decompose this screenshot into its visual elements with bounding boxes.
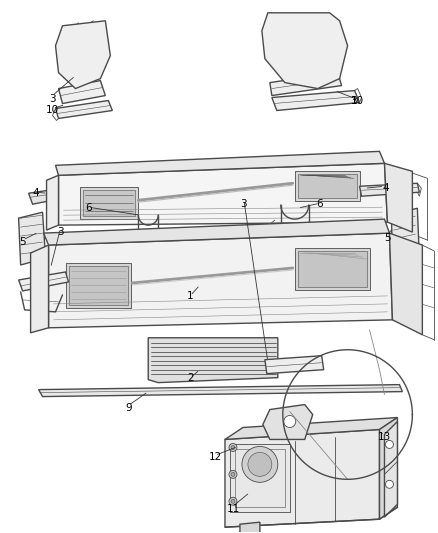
Text: 3: 3 <box>240 199 247 209</box>
Text: 3: 3 <box>49 93 56 103</box>
Polygon shape <box>379 417 397 519</box>
Polygon shape <box>270 72 342 95</box>
Polygon shape <box>43 219 389 245</box>
Polygon shape <box>46 175 59 230</box>
Polygon shape <box>392 208 419 265</box>
Circle shape <box>321 19 328 27</box>
Polygon shape <box>56 151 385 175</box>
Bar <box>295 171 360 201</box>
Bar <box>81 187 138 219</box>
Text: 10: 10 <box>351 95 364 106</box>
Text: 2: 2 <box>187 373 194 383</box>
Bar <box>230 445 290 512</box>
Text: 6: 6 <box>85 203 92 213</box>
Circle shape <box>281 25 289 33</box>
Circle shape <box>231 472 235 477</box>
Polygon shape <box>56 21 110 88</box>
Text: 9: 9 <box>125 402 131 413</box>
Circle shape <box>229 443 237 451</box>
Bar <box>298 174 357 198</box>
Text: 12: 12 <box>208 453 222 463</box>
Circle shape <box>385 440 393 448</box>
Text: 11: 11 <box>226 504 240 514</box>
Circle shape <box>242 447 278 482</box>
Text: 13: 13 <box>378 432 391 442</box>
Text: 10: 10 <box>46 106 59 116</box>
Polygon shape <box>49 233 392 328</box>
Polygon shape <box>385 163 413 232</box>
Polygon shape <box>360 183 419 196</box>
Circle shape <box>229 470 237 478</box>
Polygon shape <box>59 163 388 225</box>
Bar <box>295 248 370 290</box>
Circle shape <box>248 453 272 477</box>
Polygon shape <box>28 190 53 204</box>
Polygon shape <box>389 233 422 335</box>
Text: 5: 5 <box>19 237 26 247</box>
Text: 3: 3 <box>350 95 357 106</box>
Circle shape <box>284 416 296 427</box>
Circle shape <box>231 499 235 503</box>
Circle shape <box>385 480 393 488</box>
Polygon shape <box>262 13 348 88</box>
Text: 3: 3 <box>57 227 64 237</box>
Bar <box>70 266 128 305</box>
Polygon shape <box>263 405 313 439</box>
Polygon shape <box>225 430 379 527</box>
Text: 1: 1 <box>187 291 194 301</box>
Polygon shape <box>56 101 112 118</box>
Polygon shape <box>385 422 397 517</box>
Polygon shape <box>240 522 260 533</box>
Bar <box>83 190 135 216</box>
Polygon shape <box>19 212 46 265</box>
Polygon shape <box>265 356 324 374</box>
Polygon shape <box>59 80 106 103</box>
Polygon shape <box>225 417 397 439</box>
Text: 4: 4 <box>32 188 39 198</box>
Bar <box>298 251 367 287</box>
Bar <box>235 449 285 507</box>
Polygon shape <box>31 245 49 333</box>
Text: 6: 6 <box>316 199 323 209</box>
Polygon shape <box>19 272 68 291</box>
Circle shape <box>231 446 235 449</box>
Text: 4: 4 <box>382 183 389 193</box>
Text: 5: 5 <box>384 233 391 243</box>
Polygon shape <box>39 385 403 397</box>
Circle shape <box>334 52 342 60</box>
Polygon shape <box>272 91 360 110</box>
Circle shape <box>229 497 237 505</box>
Bar <box>67 263 131 308</box>
Polygon shape <box>148 338 278 383</box>
